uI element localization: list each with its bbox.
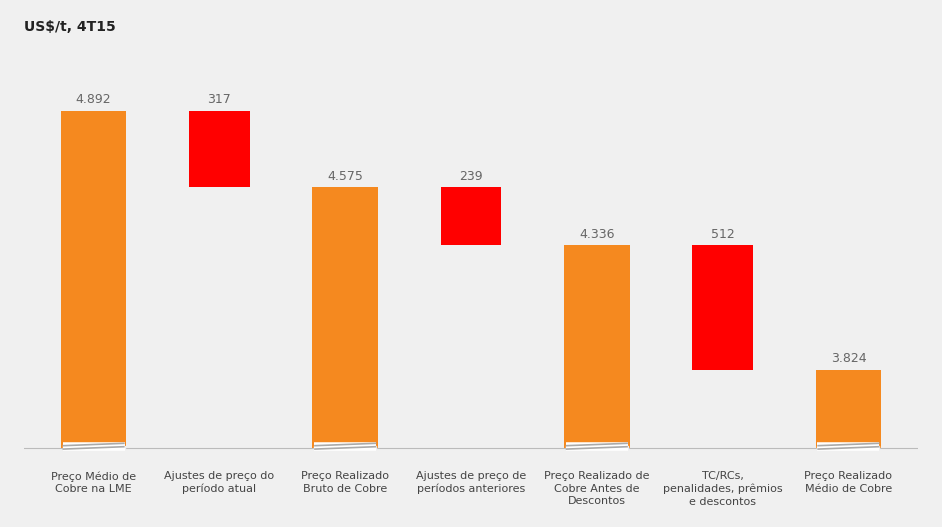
- Bar: [564, 246, 629, 448]
- Bar: [313, 188, 378, 448]
- Bar: [441, 188, 501, 246]
- Bar: [692, 246, 753, 370]
- Text: 4.575: 4.575: [327, 170, 363, 183]
- Text: 3.824: 3.824: [831, 353, 867, 365]
- Bar: [189, 111, 250, 188]
- Bar: [816, 370, 881, 448]
- Text: 4.336: 4.336: [579, 228, 614, 241]
- Bar: [61, 111, 126, 448]
- Text: 4.892: 4.892: [75, 93, 111, 106]
- Text: 317: 317: [207, 93, 232, 106]
- Text: 239: 239: [459, 170, 483, 183]
- Text: US$/t, 4T15: US$/t, 4T15: [24, 20, 116, 34]
- Text: 512: 512: [710, 228, 735, 241]
